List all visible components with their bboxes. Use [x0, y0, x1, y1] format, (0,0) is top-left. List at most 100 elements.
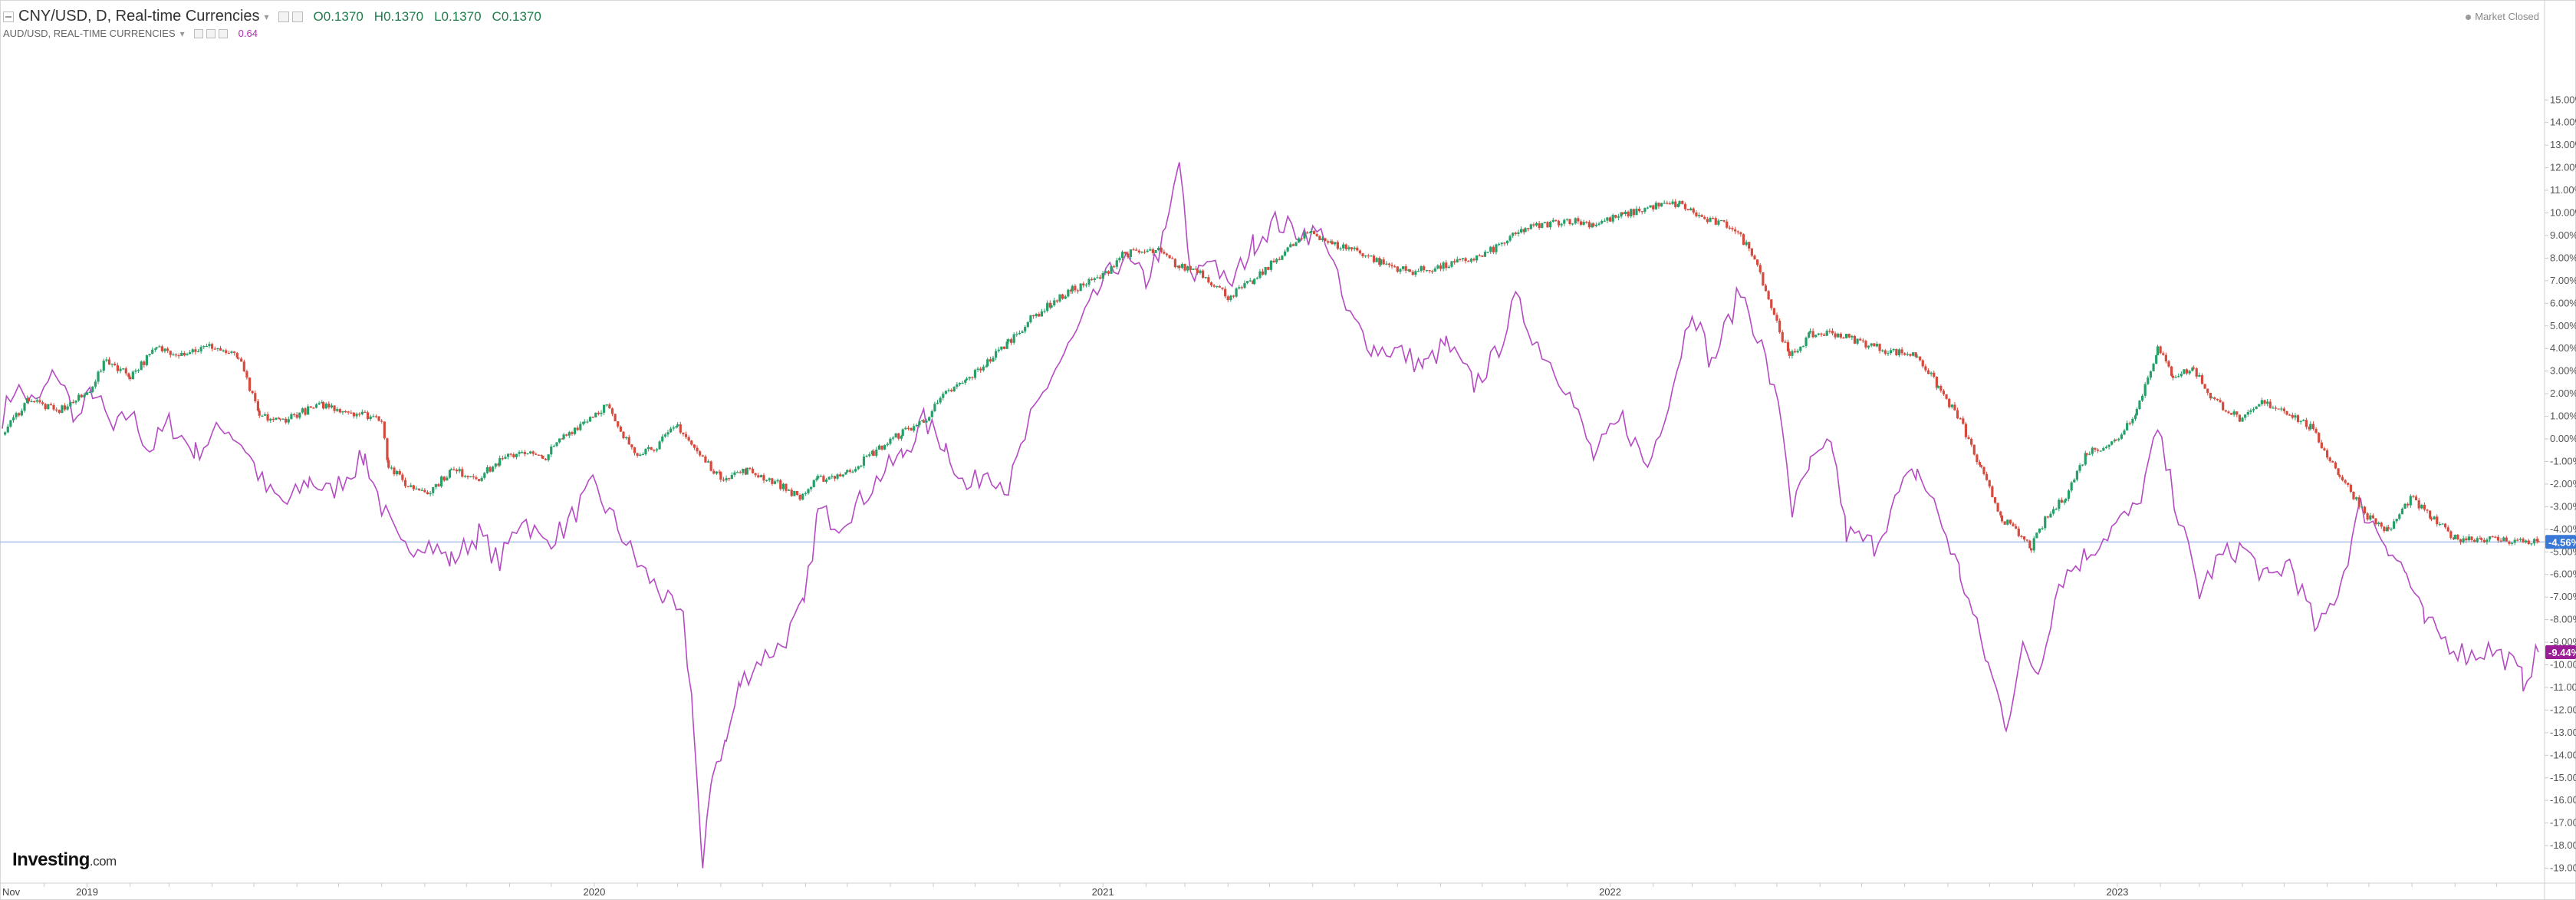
- settings-icon[interactable]: [278, 11, 289, 22]
- candle-body: [2387, 527, 2390, 529]
- candle-body: [1093, 278, 1096, 281]
- candle-body: [2140, 395, 2144, 401]
- market-status: Market Closed: [2466, 11, 2539, 22]
- candle-body: [2532, 539, 2536, 544]
- candle-body: [2449, 531, 2453, 539]
- candle-body: [526, 453, 529, 455]
- candle-body: [33, 401, 36, 403]
- chevron-down-icon[interactable]: ▾: [264, 11, 269, 22]
- candle-body: [1450, 261, 1453, 267]
- candle-body: [1870, 343, 1873, 346]
- candle-body: [2508, 541, 2511, 544]
- candle-body: [63, 405, 67, 410]
- candle-body: [97, 371, 100, 382]
- candle-body: [1734, 229, 1737, 232]
- collapse-legend-icon[interactable]: [3, 11, 14, 22]
- candle-body: [581, 421, 585, 424]
- candle-body: [1939, 386, 1943, 391]
- hide-icon[interactable]: [206, 28, 215, 38]
- candle-body: [2361, 506, 2364, 508]
- candle-body: [918, 420, 921, 425]
- candle-body: [1264, 267, 1267, 275]
- candle-body: [177, 355, 180, 357]
- candle-body: [137, 370, 140, 371]
- candle-body: [2110, 441, 2114, 445]
- candle-body: [1178, 265, 1181, 269]
- candle-body: [2038, 528, 2041, 533]
- candle-body: [1635, 209, 1638, 216]
- candle-body: [183, 352, 186, 356]
- candle-body: [1758, 265, 1762, 272]
- close-icon[interactable]: [218, 28, 228, 38]
- candle-body: [1154, 249, 1157, 253]
- candle-body: [1791, 351, 1794, 356]
- candle-body: [1839, 333, 1842, 338]
- candle-body: [1640, 211, 1643, 213]
- chevron-down-icon[interactable]: ▾: [179, 28, 185, 39]
- candle-body: [1358, 250, 1361, 254]
- candle-body: [186, 354, 189, 356]
- candle-body: [1115, 260, 1118, 267]
- candle-body: [1261, 271, 1265, 275]
- candle-body: [1439, 265, 1443, 269]
- compare-title[interactable]: AUD/USD, REAL-TIME CURRENCIES: [3, 28, 176, 39]
- candle-body: [1608, 217, 1612, 222]
- candle-body: [134, 370, 137, 372]
- candle-body: [1568, 219, 1571, 224]
- candle-body: [1731, 228, 1734, 230]
- candle-body: [728, 478, 731, 480]
- candle-body: [1012, 334, 1015, 343]
- hide-icon[interactable]: [291, 11, 303, 22]
- candle-body: [2309, 424, 2312, 430]
- candle-body: [1308, 232, 1311, 234]
- candle-body: [2170, 366, 2173, 376]
- candle-body: [1970, 439, 1973, 445]
- candle-body: [1964, 424, 1968, 437]
- candle-body: [2311, 424, 2315, 430]
- candle-body: [369, 416, 372, 420]
- candle-body: [295, 414, 298, 418]
- symbol-title[interactable]: CNY/USD, D, Real-time Currencies: [18, 8, 260, 25]
- candle-body: [360, 411, 364, 414]
- candle-body: [1372, 255, 1376, 262]
- candle-body: [2206, 388, 2209, 393]
- candle-body: [2502, 537, 2505, 542]
- candle-body: [1799, 346, 1802, 351]
- candle-body: [1873, 343, 1876, 347]
- candle-body: [997, 349, 1000, 351]
- candle-body: [2305, 420, 2308, 427]
- candle-body: [1327, 241, 1330, 243]
- candle-body: [865, 456, 868, 457]
- candle-body: [630, 444, 633, 448]
- candle-body: [1627, 211, 1630, 216]
- candle-body: [1697, 215, 1701, 216]
- candle-body: [1767, 291, 1770, 300]
- candle-body: [1329, 241, 1332, 243]
- candle-body: [1820, 333, 1823, 335]
- candle-body: [1620, 212, 1623, 217]
- candle-body: [883, 445, 887, 450]
- candle-body: [1722, 219, 1726, 222]
- candle-body: [1272, 260, 1275, 263]
- candle-body: [155, 347, 158, 349]
- candle-body: [169, 351, 172, 355]
- candle-body: [2078, 465, 2081, 471]
- candle-body: [1076, 290, 1080, 292]
- candle-body: [1617, 216, 1620, 218]
- candle-body: [1218, 285, 1221, 288]
- candle-body: [614, 414, 617, 422]
- candle-body: [415, 488, 418, 490]
- candle-body: [641, 453, 644, 456]
- candle-body: [1900, 349, 1903, 354]
- candle-body: [647, 447, 650, 450]
- x-tick-label: 2023: [2106, 886, 2128, 898]
- candle-body: [509, 453, 512, 455]
- candle-body: [1654, 203, 1657, 209]
- candle-body: [719, 472, 722, 480]
- candle-body: [387, 460, 390, 468]
- candle-body: [1428, 270, 1431, 272]
- candle-body: [901, 429, 904, 437]
- settings-icon[interactable]: [193, 28, 203, 38]
- candle-body: [528, 451, 532, 453]
